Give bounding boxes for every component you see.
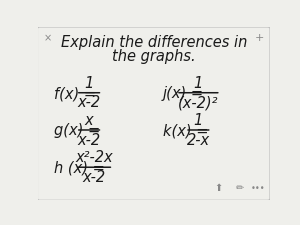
Text: Explain the differences in: Explain the differences in (61, 35, 247, 50)
Text: 1: 1 (194, 113, 203, 128)
FancyBboxPatch shape (38, 27, 270, 200)
Text: h (x) =: h (x) = (54, 161, 109, 176)
Text: ✏: ✏ (236, 183, 244, 193)
Text: f(x) =: f(x) = (54, 86, 100, 101)
Text: ⬆: ⬆ (215, 183, 223, 193)
Text: g(x) =: g(x) = (54, 124, 105, 138)
Text: x-2: x-2 (78, 95, 101, 110)
Text: j(x) =: j(x) = (163, 86, 209, 101)
Text: (x-2)²: (x-2)² (178, 95, 219, 110)
Text: the graphs.: the graphs. (112, 49, 196, 64)
Text: x-2: x-2 (82, 170, 106, 185)
Text: k(x) =: k(x) = (163, 124, 213, 138)
Text: 1: 1 (85, 76, 94, 91)
Text: 2-x: 2-x (187, 133, 210, 148)
Text: ×: × (43, 33, 51, 43)
Text: x²-2x: x²-2x (75, 150, 113, 165)
Text: x: x (85, 113, 93, 128)
Text: +: + (255, 33, 264, 43)
Text: •••: ••• (251, 184, 266, 193)
Text: 1: 1 (194, 76, 203, 91)
Text: x-2: x-2 (78, 133, 101, 148)
